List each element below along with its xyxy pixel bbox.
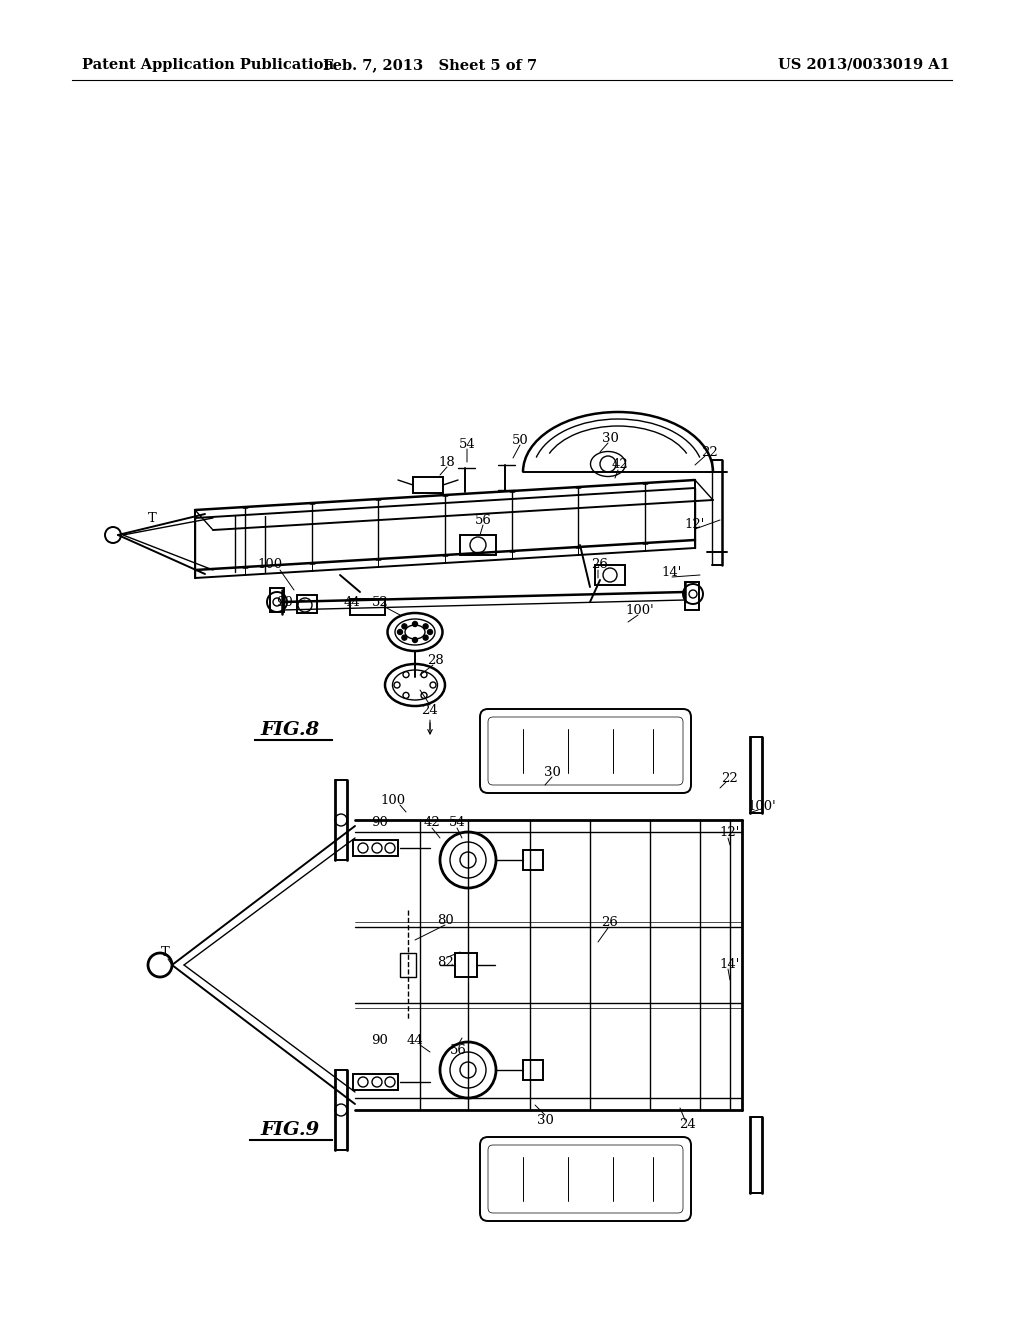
Text: 24: 24 [422,704,438,717]
Text: T: T [161,946,169,960]
Text: US 2013/0033019 A1: US 2013/0033019 A1 [778,58,950,73]
Bar [413,477,443,492]
Text: 42: 42 [611,458,629,471]
Text: 100': 100' [748,800,776,813]
Text: 26: 26 [592,558,608,572]
Text: 90: 90 [372,817,388,829]
Text: 44: 44 [344,595,360,609]
Text: 52: 52 [372,595,388,609]
Bar [270,587,284,612]
Text: 100: 100 [257,558,283,572]
Bar [455,953,477,977]
Text: 100': 100' [626,603,654,616]
Text: 44: 44 [407,1034,423,1047]
Bar [460,535,496,554]
Text: 80: 80 [436,913,454,927]
Bar [523,1060,543,1080]
Text: 24: 24 [680,1118,696,1130]
Text: 90: 90 [372,1034,388,1047]
FancyBboxPatch shape [480,709,691,793]
Text: 90: 90 [276,595,294,609]
Text: 28: 28 [427,653,443,667]
Text: 14': 14' [662,565,682,578]
Text: 100: 100 [381,795,406,808]
Text: 30: 30 [537,1114,553,1126]
Circle shape [423,635,428,640]
Circle shape [427,630,432,635]
Bar [523,850,543,870]
Bar [297,595,317,612]
Text: T: T [147,511,157,524]
Text: 56: 56 [450,1044,467,1056]
Text: Patent Application Publication: Patent Application Publication [82,58,334,73]
Text: 12': 12' [685,517,706,531]
Text: 30: 30 [544,766,560,779]
Text: 50: 50 [512,433,528,446]
Bar [353,1074,398,1090]
Circle shape [401,624,407,628]
Text: FIG.9: FIG.9 [260,1121,319,1139]
Bar [353,840,398,855]
Circle shape [413,638,418,643]
Bar [595,565,625,585]
Text: 26: 26 [601,916,618,929]
Circle shape [423,624,428,628]
Bar [350,599,385,615]
Circle shape [397,630,402,635]
Text: FIG.8: FIG.8 [260,721,319,739]
Circle shape [401,635,407,640]
Text: 42: 42 [424,817,440,829]
Bar [685,582,699,610]
Text: 12': 12' [720,826,740,840]
Text: 22: 22 [722,771,738,784]
Circle shape [413,622,418,627]
Text: 22: 22 [701,446,719,458]
Text: 54: 54 [449,817,465,829]
Text: 14': 14' [720,957,740,970]
Text: Feb. 7, 2013   Sheet 5 of 7: Feb. 7, 2013 Sheet 5 of 7 [323,58,537,73]
Bar [400,953,416,977]
Text: 56: 56 [474,513,492,527]
Text: 30: 30 [601,432,618,445]
Text: 82: 82 [436,956,454,969]
Text: 18: 18 [438,455,456,469]
FancyBboxPatch shape [480,1137,691,1221]
Text: 54: 54 [459,437,475,450]
